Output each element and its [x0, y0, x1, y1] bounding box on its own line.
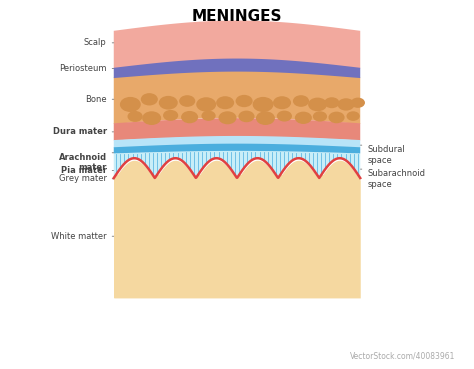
Text: Subdural
space: Subdural space — [367, 145, 405, 165]
Text: Arachnoid
mater: Arachnoid mater — [58, 153, 107, 172]
Text: Dura mater: Dura mater — [53, 127, 107, 136]
Text: Grey mater: Grey mater — [59, 174, 107, 183]
Circle shape — [313, 111, 327, 121]
Text: Periosteum: Periosteum — [59, 64, 107, 73]
Circle shape — [295, 112, 312, 124]
Circle shape — [181, 111, 198, 123]
Text: VectorStock®: VectorStock® — [19, 349, 110, 362]
Polygon shape — [114, 144, 360, 154]
Polygon shape — [114, 21, 360, 69]
Circle shape — [277, 111, 292, 121]
Circle shape — [179, 95, 195, 107]
Circle shape — [328, 112, 345, 123]
Circle shape — [219, 111, 237, 124]
Circle shape — [159, 96, 178, 110]
Circle shape — [120, 97, 141, 112]
Polygon shape — [114, 69, 360, 124]
Circle shape — [201, 111, 216, 121]
Circle shape — [238, 111, 255, 122]
Circle shape — [216, 96, 234, 109]
Text: Scalp: Scalp — [84, 38, 107, 47]
Circle shape — [346, 111, 360, 121]
Polygon shape — [114, 59, 360, 78]
Circle shape — [273, 96, 291, 109]
Circle shape — [256, 111, 275, 125]
Circle shape — [163, 110, 178, 121]
Text: VectorStock.com/40083961: VectorStock.com/40083961 — [350, 351, 455, 360]
Circle shape — [337, 98, 355, 111]
Polygon shape — [114, 136, 360, 148]
Circle shape — [236, 95, 253, 107]
Polygon shape — [114, 118, 360, 140]
Circle shape — [196, 97, 216, 112]
Circle shape — [141, 93, 158, 106]
Text: Subarachnoid
space: Subarachnoid space — [367, 169, 425, 189]
Text: Bone: Bone — [85, 95, 107, 104]
Circle shape — [142, 111, 161, 125]
Text: White matter: White matter — [51, 232, 107, 241]
Polygon shape — [114, 151, 360, 178]
Circle shape — [293, 95, 309, 107]
Circle shape — [324, 97, 339, 108]
Circle shape — [351, 97, 365, 108]
Circle shape — [128, 111, 143, 122]
Circle shape — [253, 97, 273, 112]
Text: MENINGES: MENINGES — [192, 8, 282, 24]
Circle shape — [308, 97, 327, 111]
Text: Pia mater: Pia mater — [61, 166, 107, 175]
